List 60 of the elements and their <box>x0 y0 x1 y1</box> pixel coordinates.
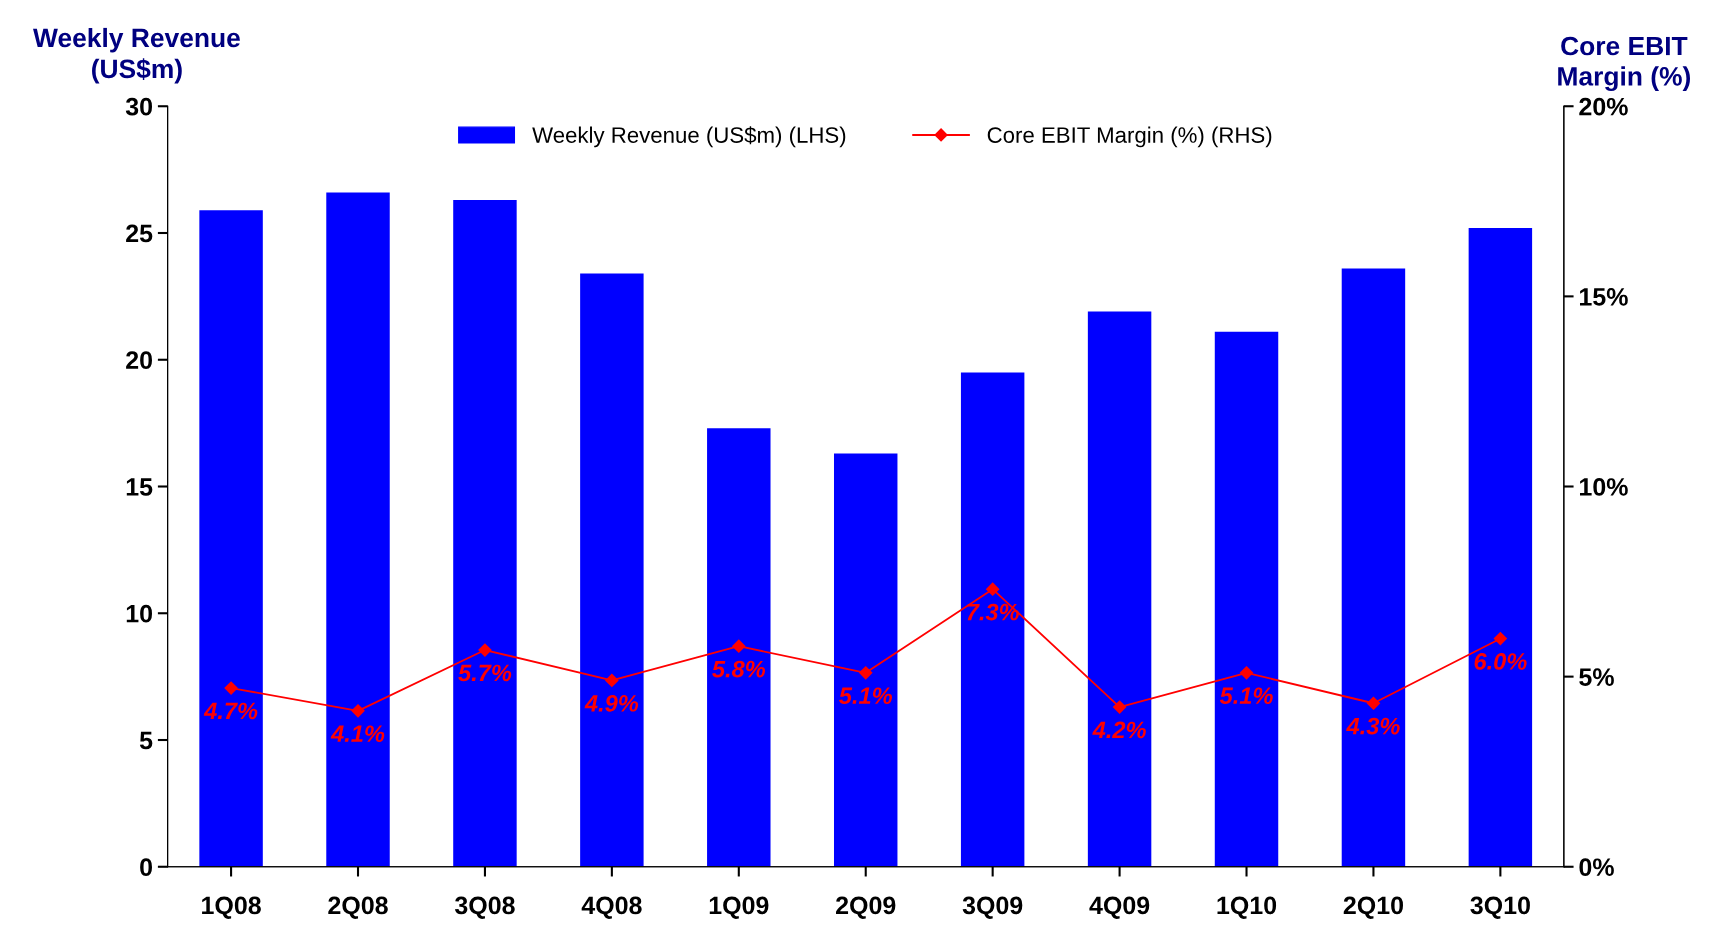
y2-axis-title: Core EBIT Margin (%) <box>1558 36 1690 92</box>
point <box>1493 632 1507 646</box>
data-label: 5.7% <box>458 664 512 682</box>
data-label: 7.3% <box>967 603 1019 621</box>
y2-tick-label: 20% <box>1579 97 1628 116</box>
bar <box>1341 268 1406 867</box>
y2-tick-label: 15% <box>1580 288 1628 306</box>
data-label: 4.2% <box>1092 721 1146 739</box>
y2-tick-label: 0% <box>1579 858 1614 877</box>
point <box>478 643 492 657</box>
bar <box>199 210 263 867</box>
point <box>351 704 365 718</box>
bar <box>1468 227 1533 867</box>
bar <box>707 428 771 867</box>
data-label: 4.7% <box>203 702 258 720</box>
x-tick-label: 4Q09 <box>1089 896 1150 919</box>
data-label: 4.1% <box>330 725 385 743</box>
bar <box>834 453 898 867</box>
x-tick-label: 3Q09 <box>962 896 1023 919</box>
data-label: 5.8% <box>712 660 766 678</box>
point <box>732 639 746 653</box>
x-tick-label: 3Q08 <box>454 896 515 919</box>
data-label: 4.3% <box>1346 717 1400 735</box>
bar <box>1214 331 1279 867</box>
y2-tick-label: 5% <box>1579 668 1614 686</box>
legend-label: Weekly Revenue (US$m) (LHS) <box>532 126 846 148</box>
legend-label: Core EBIT Margin (%) (RHS) <box>987 126 1272 148</box>
y-tick-label: 10 <box>126 604 153 623</box>
point <box>605 673 619 688</box>
data-label: 6.0% <box>1474 653 1527 670</box>
data-label: 5.1% <box>839 687 892 705</box>
x-tick-label: 2Q08 <box>328 896 388 919</box>
x-tick-label: 3Q10 <box>1470 896 1530 919</box>
point <box>986 582 1000 596</box>
bar <box>580 273 644 867</box>
bar <box>326 192 390 867</box>
y-tick-label: 25 <box>126 224 153 243</box>
point <box>859 666 873 680</box>
bar <box>1087 311 1152 867</box>
y-tick-label: 0 <box>140 858 153 877</box>
point <box>1239 666 1254 680</box>
y-tick-label: 5 <box>139 731 153 750</box>
y-tick-label: 15 <box>126 478 153 496</box>
x-tick-label: 2Q09 <box>836 896 896 919</box>
x-tick-label: 1Q08 <box>202 896 261 919</box>
data-label: 5.1% <box>1219 687 1273 705</box>
bar <box>453 200 517 867</box>
y2-tick-label: 10% <box>1580 478 1628 496</box>
x-tick-label: 4Q08 <box>581 896 642 919</box>
y-axis-title: Weekly Revenue (US$m) <box>33 27 240 84</box>
y-tick-label: 30 <box>125 97 153 116</box>
x-tick-label: 1Q10 <box>1217 896 1277 919</box>
point <box>1366 696 1381 710</box>
point <box>224 681 238 695</box>
y-tick-label: 20 <box>126 351 153 370</box>
data-label: 4.9% <box>584 694 639 712</box>
bar <box>960 372 1025 867</box>
point <box>1112 700 1127 714</box>
x-tick-label: 2Q10 <box>1343 896 1403 919</box>
x-tick-label: 1Q09 <box>709 896 769 919</box>
